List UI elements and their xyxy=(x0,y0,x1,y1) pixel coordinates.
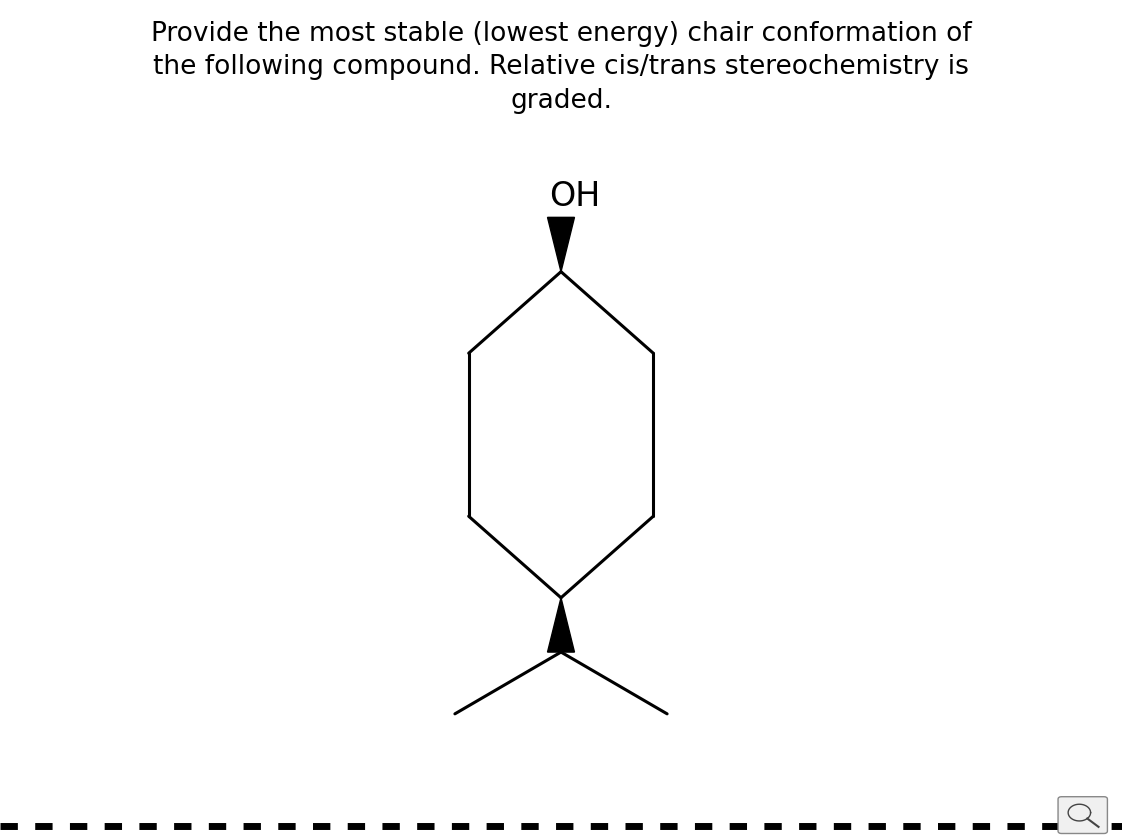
Polygon shape xyxy=(548,217,574,272)
Text: the following compound. Relative cis/trans stereochemistry is: the following compound. Relative cis/tra… xyxy=(153,54,969,80)
Text: Provide the most stable (lowest energy) chair conformation of: Provide the most stable (lowest energy) … xyxy=(150,21,972,47)
Text: graded.: graded. xyxy=(511,88,611,114)
Text: OH: OH xyxy=(549,181,600,213)
FancyBboxPatch shape xyxy=(1058,797,1107,833)
Polygon shape xyxy=(548,598,574,652)
